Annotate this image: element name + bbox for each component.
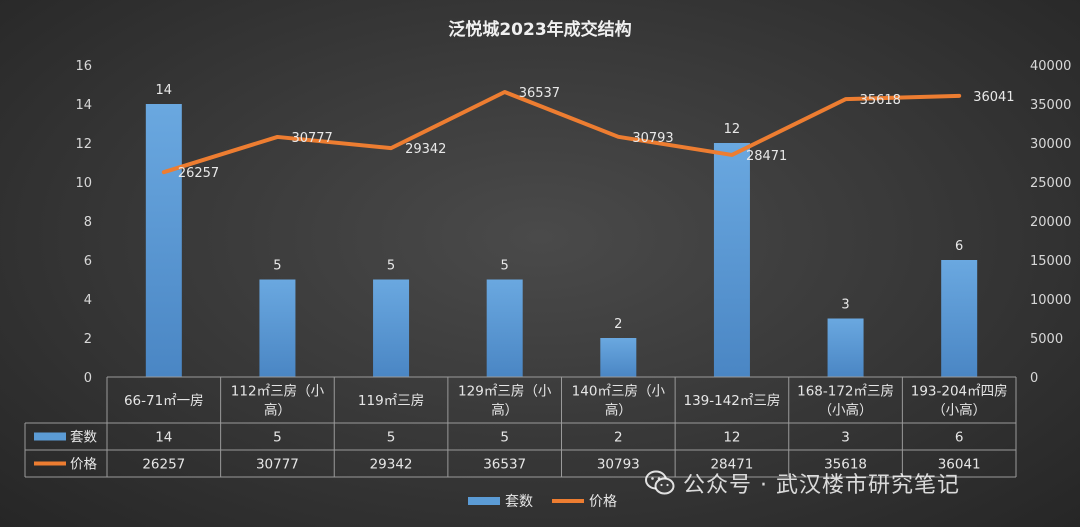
bar: [713, 143, 750, 377]
line-value-label: 29342: [405, 142, 446, 157]
legend-label: 套数: [505, 494, 533, 510]
legend: 套数 价格: [468, 494, 617, 510]
chart-title: 泛悦城2023年成交结构: [448, 19, 631, 40]
y-left-tick-label: 12: [75, 137, 92, 152]
y-right-tick-label: 0: [1030, 371, 1038, 386]
line-value-label: 26257: [178, 166, 219, 181]
watermark: 公众号 · 武汉楼市研究笔记: [645, 467, 960, 499]
x-category-label: 66-71㎡一房: [124, 393, 204, 409]
table-cell: 5: [500, 430, 509, 446]
table-cell: 28471: [710, 457, 753, 473]
table-cell: 29342: [370, 457, 413, 473]
x-category-label: 高）: [605, 402, 632, 419]
x-category-label: 129㎡三房（小: [458, 384, 552, 400]
x-category-label: 139-142㎡三房: [683, 393, 780, 409]
bar-value-label: 5: [501, 259, 509, 274]
table-cell: 36537: [483, 457, 526, 473]
table-cell: 5: [273, 430, 282, 446]
price-line: [161, 90, 962, 175]
bar: [145, 104, 182, 377]
y-right-tick-label: 20000: [1030, 215, 1071, 230]
line-data-labels: 26257 30777 29342 36537 30793 28471 35618 36041: [178, 86, 1015, 181]
x-category-label: 193-204㎡四房: [911, 384, 1008, 400]
bar-value-label: 5: [273, 259, 281, 274]
x-category-label: 119㎡三房: [358, 393, 424, 409]
bar-value-label: 6: [955, 239, 963, 254]
table-cell: 30793: [597, 457, 640, 473]
watermark-text: 公众号 · 武汉楼市研究笔记: [683, 473, 960, 498]
y-left-tick-label: 2: [84, 332, 92, 347]
table-cell: 36041: [938, 457, 981, 473]
line-value-label: 30793: [632, 131, 673, 146]
bar-data-labels: 14 5 5 5 2 12 3 6: [156, 83, 964, 332]
x-category-label: 高）: [491, 402, 518, 419]
line-series: [161, 90, 962, 175]
y-right-tick-label: 10000: [1030, 293, 1071, 308]
table-cell: 12: [723, 430, 740, 446]
line-value-label: 30777: [291, 131, 332, 146]
x-category-label: （小高）: [932, 402, 986, 419]
line-value-label: 36041: [973, 90, 1014, 105]
bar-series: [145, 104, 978, 377]
table-cell: 35618: [824, 457, 867, 473]
table-row-key-bar: [34, 432, 66, 441]
x-category-label: 140㎡三房（小: [572, 384, 666, 400]
y-left-tick-label: 8: [84, 215, 92, 230]
x-category-label: 112㎡三房（小: [231, 384, 325, 400]
bar: [486, 279, 523, 377]
legend-label: 价格: [589, 494, 617, 510]
table-row-label: 套数: [70, 430, 97, 446]
table-cell: 26257: [142, 457, 185, 473]
bar-value-label: 14: [156, 83, 173, 98]
y-right-tick-label: 40000: [1030, 59, 1071, 74]
bar-value-label: 3: [841, 298, 849, 313]
bar: [373, 279, 410, 377]
y-left-tick-label: 6: [84, 254, 92, 269]
bar: [941, 260, 978, 377]
y-right-tick-label: 35000: [1030, 98, 1071, 113]
y-left-tick-label: 16: [75, 59, 92, 74]
table-cell: 2: [614, 430, 623, 446]
table-cell: 5: [387, 430, 396, 446]
bar: [600, 338, 637, 377]
table-cell: 6: [955, 430, 964, 446]
bar-value-label: 5: [387, 259, 395, 274]
y-right-tick-label: 30000: [1030, 137, 1071, 152]
y-left-tick-label: 4: [84, 293, 92, 308]
wechat-icon: [645, 470, 675, 495]
y-right-tick-label: 15000: [1030, 254, 1071, 269]
bar: [827, 318, 864, 377]
table-cell: 3: [841, 430, 850, 446]
y-left-tick-label: 10: [75, 176, 92, 191]
legend-key-bar: [468, 497, 500, 505]
x-category-label: （小高）: [819, 402, 873, 419]
table-cell: 30777: [256, 457, 299, 473]
y-right-axis: 0 5000 10000 15000 20000 25000 30000 35000 40000: [1030, 59, 1071, 386]
table-cell: 14: [155, 430, 172, 446]
x-category-label: 168-172㎡三房: [797, 384, 894, 400]
x-category-label: 高）: [264, 402, 291, 419]
line-value-label: 35618: [860, 93, 901, 108]
y-right-tick-label: 25000: [1030, 176, 1071, 191]
bar-value-label: 2: [614, 317, 622, 332]
bar-value-label: 12: [724, 122, 741, 137]
line-value-label: 28471: [746, 149, 787, 164]
y-left-tick-label: 14: [75, 98, 92, 113]
y-right-tick-label: 5000: [1030, 332, 1063, 347]
y-left-axis: 0 2 4 6 8 10 12 14 16: [75, 59, 92, 386]
bar: [259, 279, 296, 377]
data-table: 66-71㎡一房112㎡三房（小高）119㎡三房129㎡三房（小高）140㎡三房…: [24, 376, 1017, 478]
y-left-tick-label: 0: [84, 371, 92, 386]
line-value-label: 36537: [519, 86, 560, 101]
table-row-label: 价格: [70, 457, 97, 473]
